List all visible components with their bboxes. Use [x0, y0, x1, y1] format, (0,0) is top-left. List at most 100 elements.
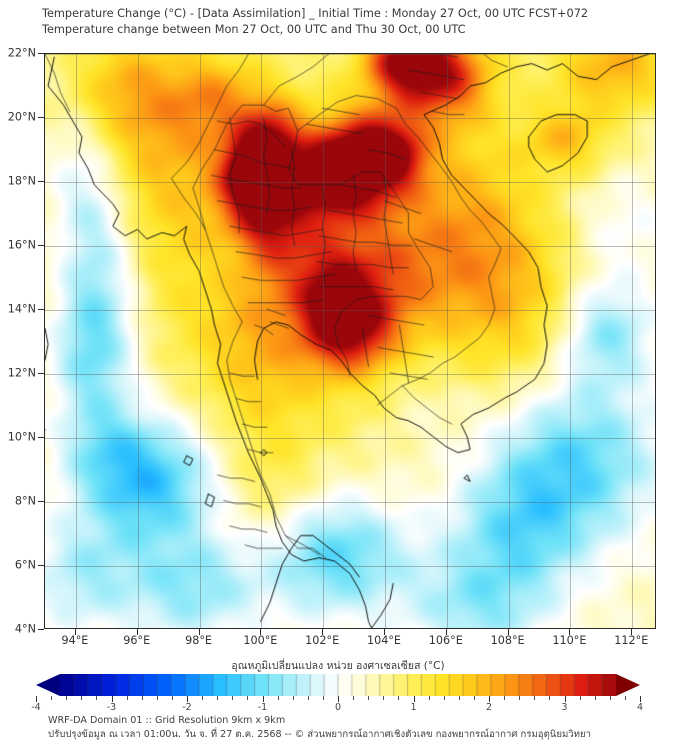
- colorbar-minor-tick: [322, 696, 324, 700]
- colorbar-max-cap: [616, 674, 640, 696]
- colorbar-tick-label: 4: [636, 702, 644, 713]
- x-tick-mark: [74, 629, 76, 635]
- x-axis-label: 100°E: [243, 634, 278, 647]
- y-tick-mark: [38, 53, 44, 54]
- colorbar-tick-label: -3: [106, 702, 117, 713]
- colorbar-minor-tick: [156, 696, 158, 700]
- colorbar-major-tick: [640, 696, 641, 702]
- colorbar-ticks: -4 -3 -2 -1 0 1 2 3 4: [0, 696, 676, 714]
- colorbar-minor-tick: [443, 696, 445, 700]
- colorbar-major-tick: [187, 696, 188, 702]
- colorbar-minor-tick: [96, 696, 98, 700]
- colorbar-minor-tick: [141, 696, 143, 700]
- colorbar-major-tick: [338, 696, 339, 702]
- colorbar-minor-tick: [624, 696, 626, 700]
- x-axis-label: 112°E: [614, 634, 649, 647]
- colorbar-minor-tick: [171, 696, 173, 700]
- y-axis-label: 16°N: [7, 238, 36, 252]
- colorbar-minor-tick: [549, 696, 551, 700]
- colorbar-minor-tick: [383, 696, 385, 700]
- colorbar-minor-tick: [519, 696, 521, 700]
- footer-domain-info: WRF-DA Domain 01 :: Grid Resolution 9km …: [48, 715, 286, 726]
- x-tick-mark: [569, 629, 571, 635]
- x-tick-mark: [136, 629, 138, 635]
- y-tick-mark: [38, 565, 44, 566]
- colorbar-minor-tick: [307, 696, 309, 700]
- colorbar-minor-tick: [504, 696, 506, 700]
- y-axis-label: 14°N: [7, 302, 36, 316]
- footer-credit: ปรับปรุงข้อมูล ณ เวลา 01:00น. วัน จ. ที่…: [48, 729, 592, 740]
- x-tick-mark: [507, 629, 509, 635]
- x-tick-mark: [198, 629, 200, 635]
- colorbar-minor-tick: [398, 696, 400, 700]
- x-tick-mark: [631, 629, 633, 635]
- colorbar-minor-tick: [534, 696, 536, 700]
- x-axis-label: 106°E: [428, 634, 463, 647]
- colorbar-tick-label: 3: [561, 702, 568, 713]
- footer-block: WRF-DA Domain 01 :: Grid Resolution 9km …: [48, 714, 668, 742]
- y-tick-mark: [38, 437, 44, 438]
- y-tick-mark: [38, 117, 44, 118]
- colorbar-title: อุณหภูมิเปลี่ยนแปลง หน่วย องศาเซลเซียส (…: [231, 660, 445, 672]
- colorbar-minor-tick: [232, 696, 234, 700]
- y-tick-mark: [38, 245, 44, 246]
- x-tick-mark: [384, 629, 385, 635]
- x-tick-mark: [322, 629, 324, 635]
- y-axis-label: 22°N: [7, 46, 36, 60]
- y-axis-label: 18°N: [7, 174, 36, 188]
- x-tick-mark: [260, 629, 262, 635]
- x-tick-mark: [445, 629, 447, 635]
- colorbar-minor-tick: [126, 696, 128, 700]
- colorbar-minor-tick: [292, 696, 294, 700]
- colorbar-minor-tick: [81, 696, 83, 700]
- x-axis-label: 98°E: [185, 634, 212, 647]
- y-tick-mark: [38, 629, 44, 630]
- colorbar-minor-tick: [353, 696, 355, 700]
- x-axis-label: 94°E: [61, 634, 89, 647]
- colorbar-minor-tick: [579, 696, 581, 700]
- page-title: Temperature Change (°C) - [Data Assimila…: [42, 7, 589, 20]
- y-axis-label: 6°N: [14, 558, 36, 572]
- colorbar-minor-tick: [428, 696, 430, 700]
- y-axis-label: 20°N: [7, 110, 36, 124]
- y-axis-label: 8°N: [14, 494, 36, 508]
- x-axis-label: 110°E: [552, 634, 587, 647]
- colorbar-tick-label: -4: [31, 702, 41, 713]
- colorbar-minor-tick: [51, 696, 53, 700]
- y-tick-mark: [38, 309, 44, 310]
- colorbar-minor-tick: [458, 696, 460, 700]
- colorbar-minor-tick: [247, 696, 249, 700]
- colorbar-tick-label: -2: [182, 702, 192, 713]
- chart-title-block: Temperature Change (°C) - [Data Assimila…: [42, 6, 662, 38]
- colorbar-major-tick: [564, 696, 566, 702]
- colorbar-minor-tick: [368, 696, 370, 700]
- y-axis-label: 10°N: [7, 430, 36, 444]
- x-axis-label: 104°E: [366, 634, 402, 647]
- y-tick-mark: [38, 181, 44, 182]
- colorbar-minor-tick: [66, 696, 68, 700]
- y-tick-mark: [38, 373, 44, 374]
- y-axis-label: 12°N: [7, 366, 36, 380]
- colorbar-minor-tick: [594, 696, 596, 700]
- colorbar-major-tick: [36, 696, 37, 702]
- colorbar-tick-label: -1: [257, 702, 268, 713]
- colorbar-minor-tick: [473, 696, 475, 700]
- colorbar-tick-label: 1: [410, 702, 417, 713]
- colorbar-minor-tick: [609, 696, 611, 700]
- temperature-heatmap: [45, 54, 655, 628]
- colorbar-gradient: [60, 674, 616, 696]
- y-axis: 22°N 20°N 18°N 16°N 14°N 12°N 10°N 8°N 6°N 4°N: [0, 0, 44, 756]
- x-axis-label: 102°E: [305, 634, 340, 647]
- colorbar-major-tick: [111, 696, 113, 702]
- x-axis-label: 108°E: [490, 634, 525, 647]
- x-axis-label: 96°E: [123, 634, 151, 647]
- y-tick-mark: [38, 501, 44, 502]
- colorbar-major-tick: [262, 696, 264, 702]
- page-subtitle: Temperature change between Mon 27 Oct, 0…: [42, 23, 466, 36]
- colorbar-major-tick: [413, 696, 415, 702]
- colorbar-minor-tick: [202, 696, 204, 700]
- colorbar-tick-label: 2: [485, 702, 493, 713]
- y-axis-label: 4°N: [14, 622, 36, 636]
